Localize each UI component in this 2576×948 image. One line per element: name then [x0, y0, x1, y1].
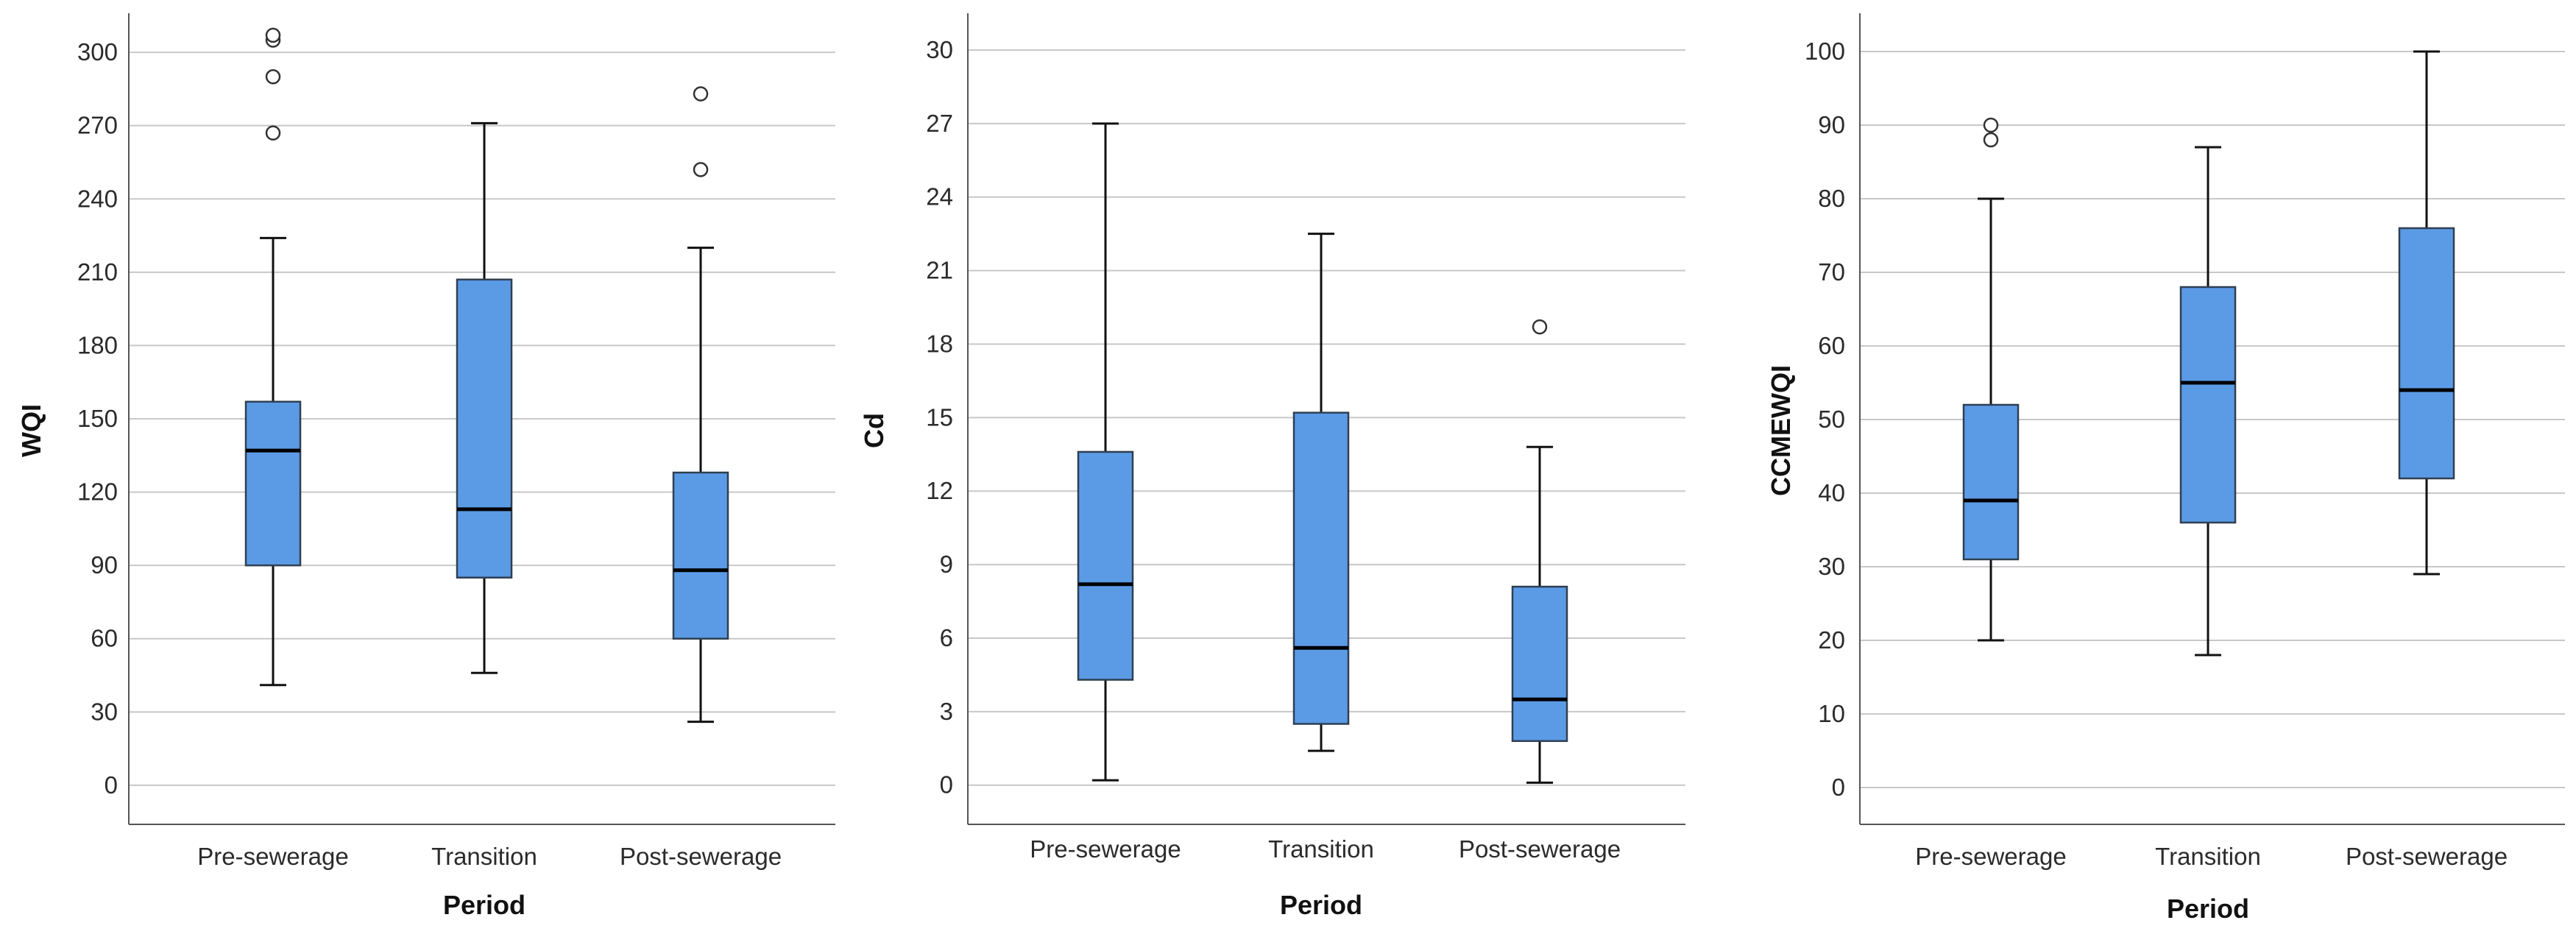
cd-box-transition: [1292, 233, 1350, 752]
wqi-y-tick-label-240: 240: [77, 185, 118, 212]
cd-y-tick-label-15: 15: [926, 403, 953, 431]
cd-y-tick-label-3: 3: [940, 698, 953, 725]
wqi-y-tick-label-150: 150: [77, 405, 118, 432]
wqi-outlier-pre-sewerage-0: [265, 125, 281, 141]
ccmewqi-outlier-pre-sewerage-1: [1983, 117, 1999, 133]
wqi-iqr-box-pre-sewerage: [244, 400, 302, 567]
cd-x-tick-label-transition: Transition: [1268, 835, 1374, 863]
ccmewqi-y-tick-label-90: 90: [1818, 111, 1845, 138]
wqi-y-tick-label-270: 270: [77, 112, 118, 139]
cd-y-tick-label-9: 9: [940, 551, 953, 578]
cd-outlier-post-sewerage-0: [1532, 319, 1548, 335]
ccmewqi-x-tick-label-post-sewerage: Post-sewerage: [2346, 843, 2508, 870]
wqi-y-tick-label-90: 90: [91, 551, 118, 579]
wqi-x-tick-label-pre-sewerage: Pre-sewerage: [197, 843, 348, 870]
ccmewqi-iqr-box-pre-sewerage: [1962, 403, 2020, 561]
wqi-y-tick-label-60: 60: [91, 625, 118, 652]
wqi-y-tick-label-120: 120: [77, 478, 118, 506]
cd-y-tick-label-12: 12: [926, 477, 953, 504]
wqi-outlier-post-sewerage-0: [693, 162, 709, 177]
cd-iqr-box-transition: [1292, 411, 1350, 725]
cd-x-tick-label-pre-sewerage: Pre-sewerage: [1030, 835, 1181, 863]
wqi-x-axis-title: Period: [443, 890, 526, 920]
wqi-y-axis-title: WQI: [16, 404, 46, 457]
wqi-y-tick-label-30: 30: [91, 698, 118, 725]
cd-iqr-box-post-sewerage: [1511, 585, 1568, 743]
cd-box-pre-sewerage: [1077, 122, 1134, 782]
wqi-x-tick-label-post-sewerage: Post-sewerage: [620, 843, 782, 870]
cd-x-axis-title: Period: [1280, 890, 1362, 920]
wqi-y-tick-label-300: 300: [77, 38, 118, 66]
ccmewqi-y-tick-label-0: 0: [1832, 774, 1845, 801]
wqi-outlier-post-sewerage-1: [693, 86, 709, 102]
wqi-box-post-sewerage: [672, 86, 729, 724]
cd-y-tick-label-18: 18: [926, 330, 953, 357]
ccmewqi-x-tick-label-pre-sewerage: Pre-sewerage: [1915, 843, 2066, 870]
wqi-x-tick-label-transition: Transition: [431, 843, 537, 870]
ccmewqi-x-tick-label-transition: Transition: [2155, 843, 2261, 870]
cd-y-tick-label-0: 0: [940, 771, 953, 799]
wqi-outlier-pre-sewerage-1: [265, 69, 281, 85]
ccmewqi-y-tick-label-100: 100: [1805, 38, 1845, 65]
ccmewqi-y-tick-label-70: 70: [1818, 258, 1845, 286]
ccmewqi-y-tick-label-30: 30: [1818, 553, 1845, 580]
ccmewqi-y-axis-title: CCMEWQI: [1766, 365, 1796, 496]
wqi-iqr-box-transition: [456, 278, 513, 579]
cd-y-tick-label-27: 27: [926, 110, 953, 137]
ccmewqi-y-tick-label-20: 20: [1818, 626, 1845, 654]
ccmewqi-y-tick-label-80: 80: [1818, 185, 1845, 212]
cd-iqr-box-pre-sewerage: [1077, 450, 1134, 681]
ccmewqi-y-tick-label-10: 10: [1818, 700, 1845, 727]
ccmewqi-x-axis-title: Period: [2167, 894, 2249, 924]
cd-y-tick-label-6: 6: [940, 624, 953, 651]
ccmewqi-box-transition: [2179, 146, 2237, 657]
wqi-y-tick-label-210: 210: [77, 258, 118, 286]
wqi-outlier-pre-sewerage-3: [265, 27, 281, 43]
wqi-panel: WQI Period 0 30 60 90 120 150 180 210 240 270 300 P…: [16, 13, 835, 920]
cd-box-post-sewerage: [1511, 319, 1568, 784]
wqi-box-transition: [456, 121, 513, 674]
cd-y-axis-title: Cd: [859, 413, 889, 448]
cd-y-tick-label-24: 24: [926, 183, 953, 211]
wqi-iqr-box-post-sewerage: [672, 471, 729, 640]
wqi-box-pre-sewerage: [244, 27, 302, 687]
cd-x-tick-label-post-sewerage: Post-sewerage: [1459, 835, 1621, 863]
ccmewqi-panel: CCMEWQI Period 0 10 20 30 40 50 60 70 80 90 100 Pre…: [1766, 13, 2565, 924]
ccmewqi-outlier-pre-sewerage-0: [1983, 132, 1999, 148]
wqi-y-tick-label-180: 180: [77, 331, 118, 358]
ccmewqi-box-post-sewerage: [2398, 50, 2455, 576]
wqi-y-tick-label-0: 0: [105, 771, 118, 799]
cd-panel: Cd Period 0 3 6 9 12 15 18 21 24 27 30 Pre-sewerage…: [859, 13, 1685, 920]
ccmewqi-y-tick-label-40: 40: [1818, 479, 1845, 506]
ccmewqi-iqr-box-post-sewerage: [2398, 227, 2455, 480]
cd-y-tick-label-21: 21: [926, 257, 953, 284]
ccmewqi-y-tick-label-50: 50: [1818, 406, 1845, 433]
ccmewqi-y-tick-label-60: 60: [1818, 332, 1845, 359]
ccmewqi-box-pre-sewerage: [1962, 117, 2020, 642]
cd-y-tick-label-30: 30: [926, 36, 953, 63]
ccmewqi-iqr-box-transition: [2179, 286, 2237, 524]
